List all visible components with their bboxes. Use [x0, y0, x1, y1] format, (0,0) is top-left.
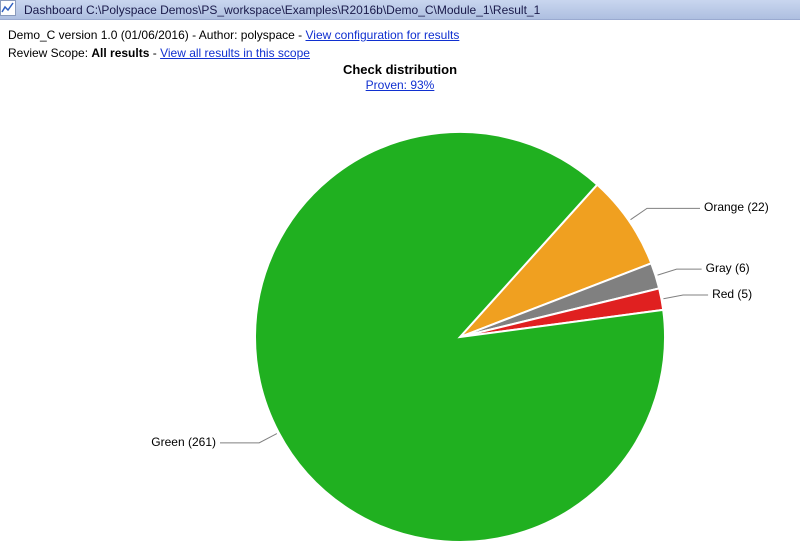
slice-label-red: Red (5) [712, 287, 752, 301]
slice-label-gray: Gray (6) [706, 261, 750, 275]
leader-line [658, 269, 702, 275]
leader-line [631, 208, 700, 219]
pie-svg [0, 62, 800, 542]
view-configuration-link[interactable]: View configuration for results [306, 28, 460, 42]
review-scope-value: All results [91, 46, 149, 60]
header-line-2: Review Scope: All results - View all res… [8, 44, 792, 62]
view-all-results-link[interactable]: View all results in this scope [160, 46, 310, 60]
slice-label-orange: Orange (22) [704, 200, 769, 214]
version-author-text: Demo_C version 1.0 (01/06/2016) - Author… [8, 28, 306, 42]
header-line-1: Demo_C version 1.0 (01/06/2016) - Author… [8, 26, 792, 44]
header-info: Demo_C version 1.0 (01/06/2016) - Author… [0, 20, 800, 62]
check-distribution-chart: Check distribution Proven: 93% Orange (2… [0, 62, 800, 542]
review-scope-label: Review Scope: [8, 46, 91, 60]
window-titlebar: Dashboard C:\Polyspace Demos\PS_workspac… [0, 0, 800, 20]
slice-label-green: Green (261) [151, 435, 216, 449]
window-title: Dashboard C:\Polyspace Demos\PS_workspac… [24, 3, 540, 17]
leader-line [220, 434, 277, 443]
leader-line [663, 295, 708, 299]
review-scope-sep: - [149, 46, 160, 60]
chart-icon [4, 2, 20, 18]
